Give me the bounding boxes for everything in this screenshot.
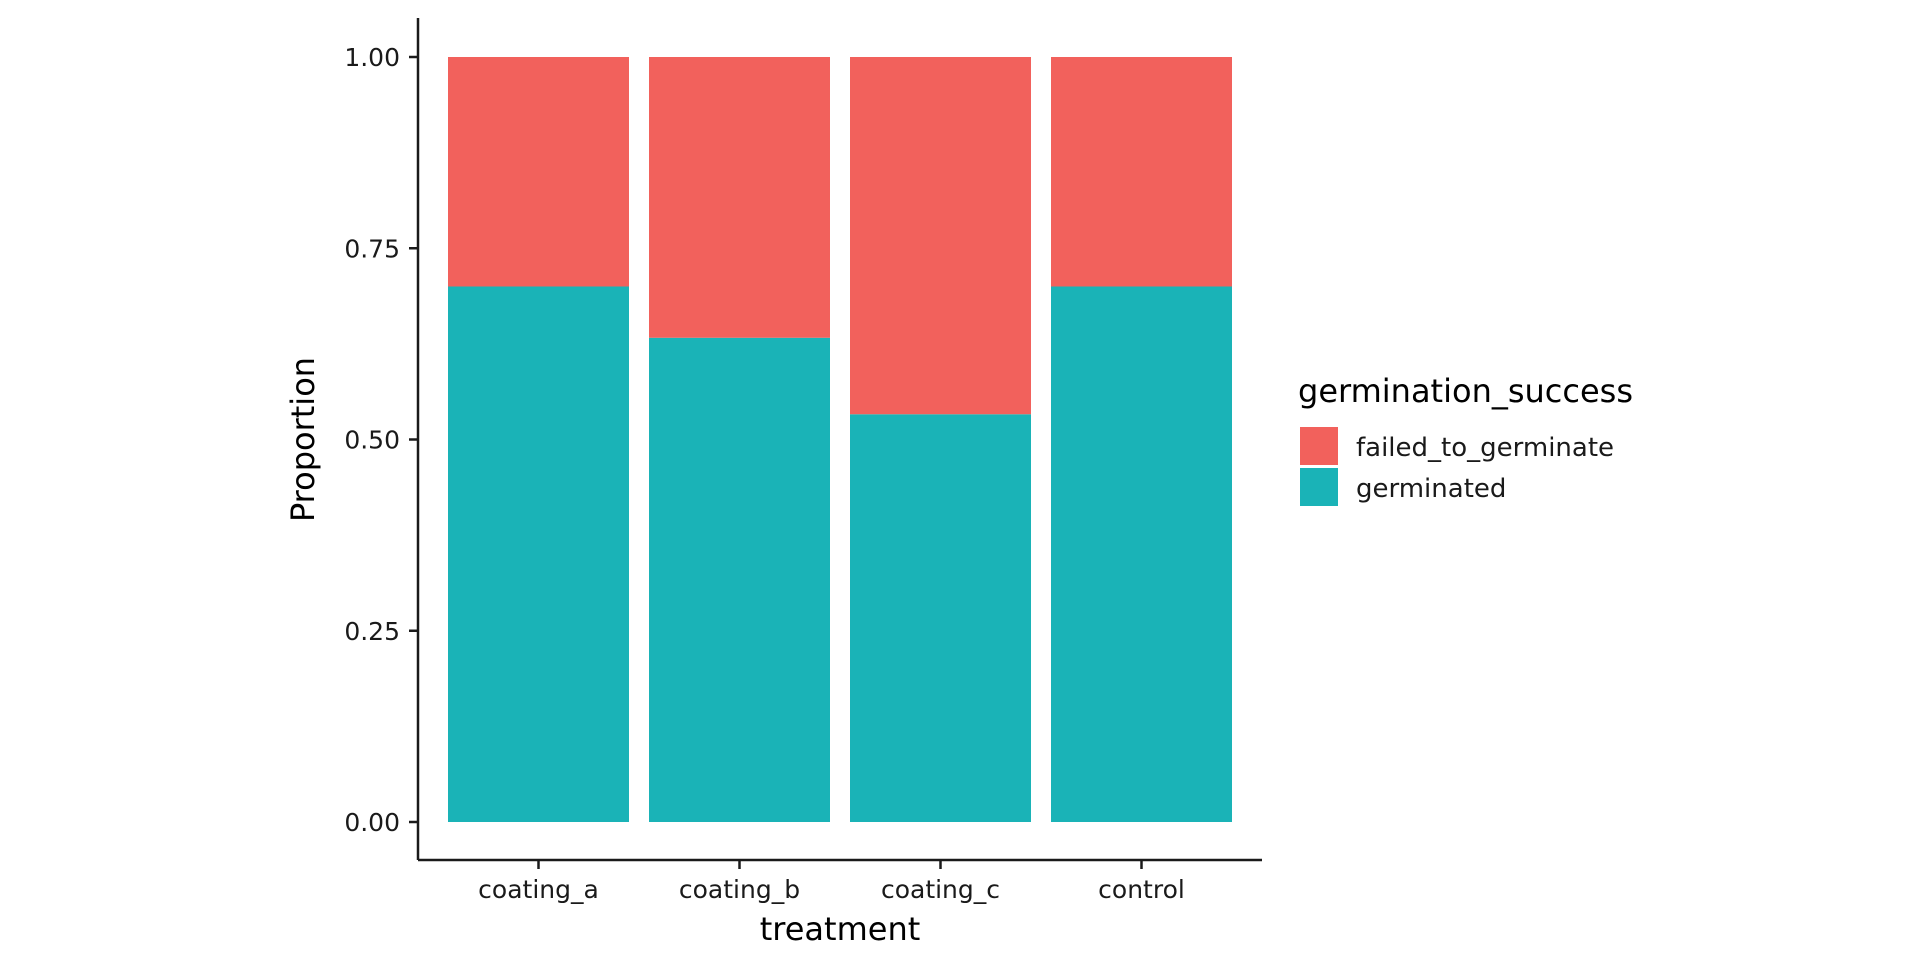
- legend-label-failed_to_germinate: failed_to_germinate: [1356, 433, 1614, 463]
- legend: germination_success failed_to_germinateg…: [1298, 372, 1633, 506]
- y-tick-label: 0.00: [344, 808, 400, 837]
- bars-layer: [448, 57, 1232, 822]
- y-tick-label: 0.75: [344, 234, 400, 263]
- x-tick-label: coating_c: [881, 875, 1000, 904]
- legend-swatch-failed_to_germinate: [1300, 427, 1338, 465]
- legend-swatch-germinated: [1300, 468, 1338, 506]
- legend-title: germination_success: [1298, 372, 1633, 410]
- y-axis-title: Proportion: [284, 357, 322, 522]
- y-tick-label: 0.50: [344, 426, 400, 455]
- x-axis-title: treatment: [760, 910, 921, 948]
- bar-coating_b-germinated: [649, 337, 830, 822]
- bar-coating_a-failed_to_germinate: [448, 57, 629, 287]
- y-tick-label: 1.00: [344, 43, 400, 72]
- bar-coating_a-germinated: [448, 286, 629, 822]
- x-tick-label: control: [1098, 875, 1185, 904]
- bar-coating_b-failed_to_germinate: [649, 57, 830, 338]
- bar-control-germinated: [1051, 286, 1232, 822]
- legend-items: failed_to_germinate germinated: [1300, 427, 1614, 506]
- bar-coating_c-failed_to_germinate: [850, 57, 1031, 415]
- x-tick-label: coating_b: [679, 875, 800, 904]
- legend-label-germinated: germinated: [1356, 474, 1506, 504]
- y-tick-label: 0.25: [344, 617, 400, 646]
- bar-control-failed_to_germinate: [1051, 57, 1232, 287]
- x-tick-label: coating_a: [478, 875, 599, 904]
- axes-layer: 0.00 0.25 0.50 0.75 1.00 coating_a coating_b co…: [344, 18, 1262, 904]
- bar-coating_c-germinated: [850, 414, 1031, 822]
